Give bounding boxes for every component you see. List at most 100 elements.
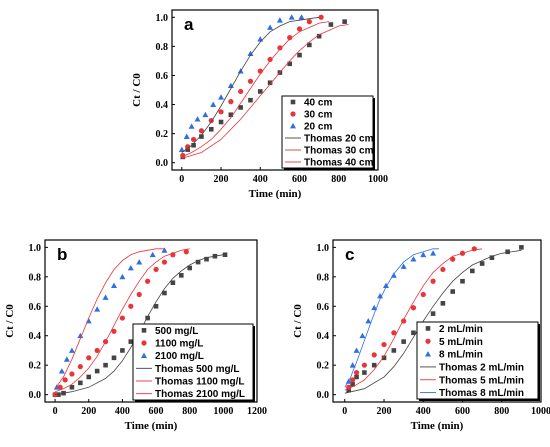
series-line: [54, 248, 165, 389]
series-line: [181, 21, 330, 158]
data-point: [103, 362, 108, 368]
data-point: [353, 369, 360, 376]
legend-box: [416, 321, 539, 400]
legend-marker: [141, 340, 147, 346]
x-tick-label: 1000: [213, 406, 233, 417]
data-point: [78, 380, 83, 386]
x-tick-label: 800: [331, 174, 346, 185]
data-point: [111, 328, 117, 334]
series-line: [55, 254, 224, 395]
legend-entry: 20 cm: [304, 122, 332, 133]
data-point: [307, 42, 312, 48]
data-point: [410, 305, 417, 311]
data-point: [350, 377, 356, 383]
data-point: [218, 109, 224, 115]
data-point: [202, 111, 209, 118]
data-point: [119, 315, 125, 321]
data-point: [420, 251, 427, 258]
chart-panel-b: 0 200 400 600 800 1000 1200 0.0 0.2 0.4 0.6 0.8 1.0 T…: [4, 239, 267, 432]
legend-entry: Thomas 2 mL/min: [439, 362, 524, 373]
data-point: [188, 123, 195, 129]
y-tick-label: 0.2: [317, 361, 330, 372]
data-point: [145, 315, 150, 321]
data-point: [365, 318, 372, 324]
data-point: [391, 348, 397, 353]
data-point: [180, 152, 186, 159]
data-point: [354, 374, 359, 380]
data-point: [381, 355, 387, 361]
data-point: [400, 263, 407, 269]
y-tick-label: 0.8: [156, 42, 169, 53]
x-tick-label: 400: [253, 174, 268, 185]
legend-marker: [141, 328, 147, 333]
plot-frame: [171, 9, 379, 171]
chart-panel-c: 0 200 400 600 800 1000 0.0 0.2 0.4 0.6 0.8 1.0 Time …: [292, 239, 550, 432]
plot-frame: [332, 239, 542, 403]
data-point: [316, 33, 322, 39]
data-point: [56, 392, 61, 397]
data-point: [450, 256, 456, 262]
data-point: [460, 278, 465, 284]
data-point: [238, 105, 243, 110]
y-tick-label: 0.0: [317, 390, 330, 401]
x-tick-label: 200: [377, 406, 392, 417]
data-point: [136, 291, 142, 298]
data-point: [257, 89, 263, 94]
data-point: [218, 119, 224, 125]
data-point: [222, 252, 228, 258]
data-point: [440, 301, 446, 306]
legend-entry: Thomas 8 mL/min: [439, 388, 524, 399]
data-point: [161, 259, 168, 265]
legend-entry: Thomas 20 cm: [304, 134, 374, 145]
panel-label: c: [345, 245, 354, 264]
data-point: [519, 245, 524, 250]
data-point: [257, 36, 264, 42]
data-point: [371, 362, 377, 368]
data-point: [430, 278, 436, 284]
data-point: [298, 14, 305, 20]
data-point: [430, 250, 437, 256]
legend-entry: Thomas 1100 mg/L: [155, 377, 244, 388]
legend-marker: [425, 351, 431, 357]
data-point: [306, 19, 312, 25]
x-tick-label: 0: [179, 174, 184, 185]
y-tick-label: 0.2: [29, 361, 42, 372]
data-point: [346, 384, 352, 390]
y-axis-label: Ct / C0: [292, 304, 304, 338]
data-point: [128, 303, 134, 309]
legend-entry: Thomas 500 mg/L: [155, 364, 239, 375]
data-point: [267, 56, 273, 63]
data-point: [247, 78, 254, 84]
data-point: [505, 249, 510, 255]
data-point: [199, 134, 204, 139]
y-tick-label: 0.4: [29, 331, 42, 342]
data-point: [489, 255, 495, 260]
data-point: [198, 128, 205, 134]
data-point: [62, 377, 68, 383]
y-tick-label: 0.8: [317, 272, 330, 283]
data-point: [185, 147, 190, 152]
y-tick-label: 0.2: [156, 129, 169, 140]
data-point: [450, 289, 455, 294]
legend-entry: Thomas 5 mL/min: [439, 375, 524, 386]
data-point: [411, 330, 416, 336]
data-point: [381, 341, 387, 348]
data-point: [238, 88, 244, 95]
data-point: [102, 294, 109, 300]
legend-marker: [290, 111, 296, 117]
x-tick-label: 1000: [531, 406, 550, 417]
data-point: [267, 80, 273, 86]
data-point: [94, 368, 100, 374]
panel-label: a: [184, 15, 194, 34]
legend-marker: [290, 99, 296, 105]
x-tick-label: 400: [416, 406, 431, 417]
data-point: [86, 355, 92, 361]
data-point: [479, 261, 485, 266]
series-line: [344, 248, 483, 391]
data-point: [127, 264, 134, 271]
data-point: [190, 136, 197, 143]
data-point: [191, 142, 196, 148]
data-point: [183, 249, 189, 255]
series-line: [181, 24, 349, 159]
data-point: [120, 348, 125, 353]
